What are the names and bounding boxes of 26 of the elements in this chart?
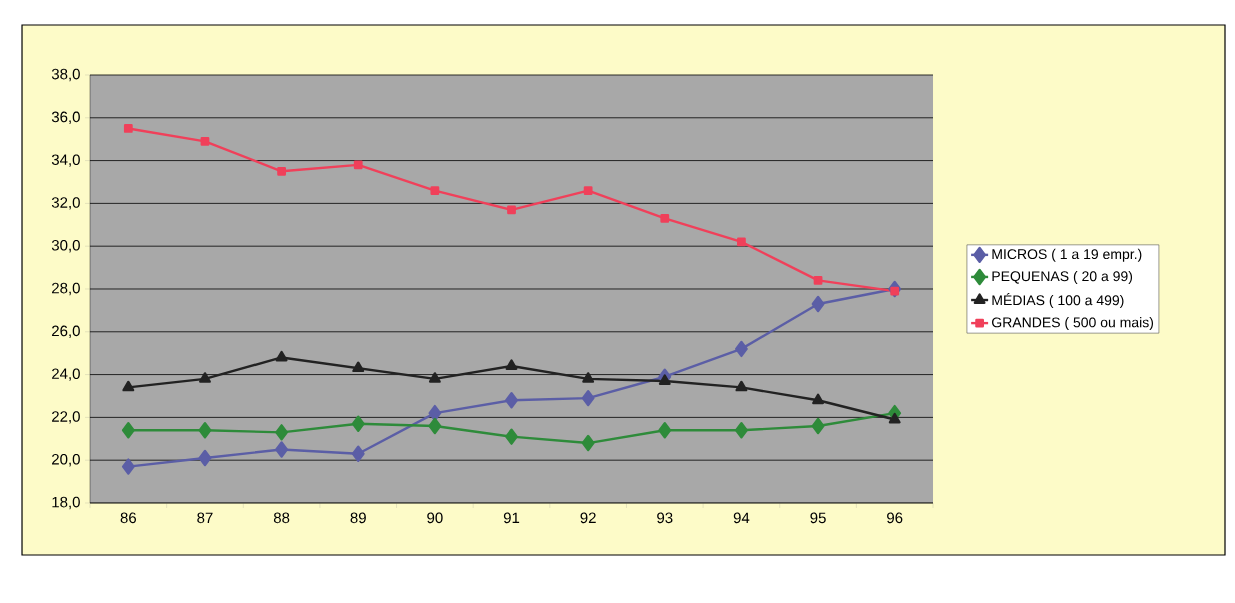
x-tick-label: 86 xyxy=(120,512,137,524)
x-tick-label: 88 xyxy=(273,512,290,524)
y-tick-label: 22,0 xyxy=(52,411,80,424)
x-tick-label: 90 xyxy=(427,512,443,524)
y-tick-label: 32,0 xyxy=(51,197,80,210)
y-tick-label: 20,0 xyxy=(52,453,80,467)
legend-label: MÉDIAS ( 100 a 499) xyxy=(992,292,1124,309)
legend-label: MICROS ( 1 a 19 empr.) xyxy=(992,248,1142,262)
y-tick-label: 18,0 xyxy=(52,496,80,510)
x-tick-label: 92 xyxy=(580,512,596,524)
y-tick-label: 38,0 xyxy=(51,68,80,82)
y-tick-label: 26,0 xyxy=(52,325,80,338)
x-tick-label: 87 xyxy=(197,512,213,524)
x-tick-label: 89 xyxy=(350,512,366,524)
x-tick-label: 96 xyxy=(887,512,903,524)
x-tick-label: 91 xyxy=(503,512,520,524)
x-tick-label: 95 xyxy=(810,512,826,524)
y-tick-label: 36,0 xyxy=(51,111,80,124)
y-tick-label: 24,0 xyxy=(52,368,80,381)
x-tick-label: 93 xyxy=(657,512,673,524)
legend-label: GRANDES ( 500 ou mais) xyxy=(992,317,1154,331)
y-tick-label: 34,0 xyxy=(51,154,80,167)
y-tick-label: 30,0 xyxy=(51,239,80,253)
x-tick-label: 94 xyxy=(733,512,750,524)
y-tick-label: 28,0 xyxy=(52,282,80,296)
legend-label: PEQUENAS ( 20 a 99) xyxy=(992,270,1133,284)
